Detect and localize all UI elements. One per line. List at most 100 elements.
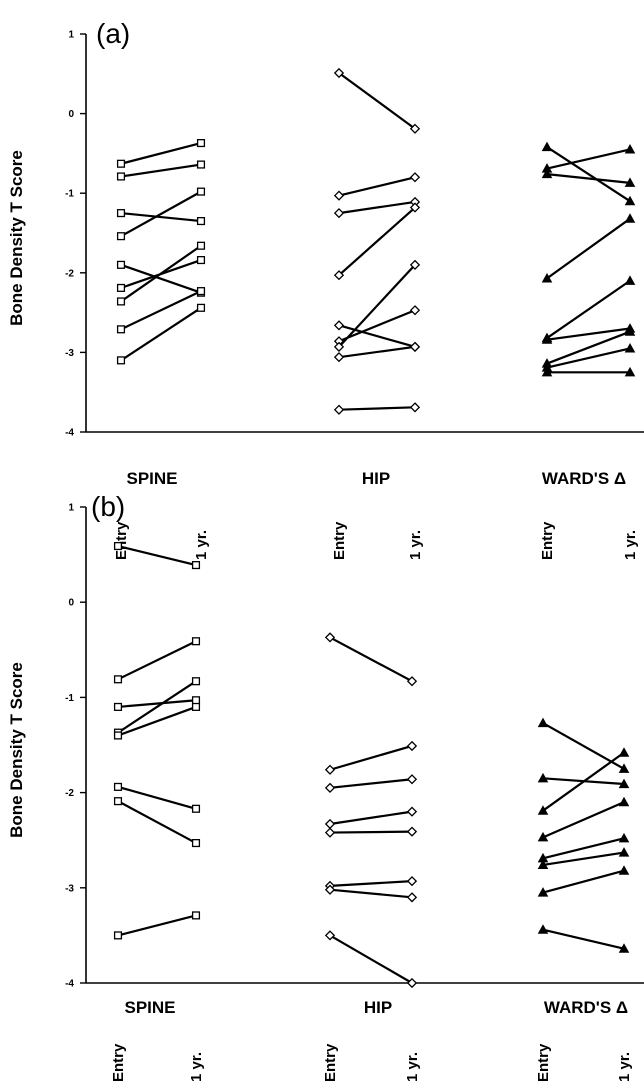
ward-s-1yr-label: 1 yr. <box>622 530 639 560</box>
spine-series-line <box>120 190 202 238</box>
ward-s-1yr-point <box>624 177 636 187</box>
y-tick-label: 0 <box>68 598 74 609</box>
spine-entry-point <box>116 325 126 334</box>
ward-s-series-line <box>542 851 625 867</box>
hip-entry-point <box>333 67 345 79</box>
ward-s-1yr-point <box>618 747 630 757</box>
hip-series-line <box>338 72 416 130</box>
hip-series-line <box>329 636 413 683</box>
spine-entry-label: Entry <box>110 1043 127 1082</box>
ward-s-entry-point <box>541 334 553 344</box>
hip-entry-label: Entry <box>331 521 348 560</box>
spine-series-line <box>117 544 197 567</box>
spine-1yr-point <box>191 839 201 848</box>
hip-series-line <box>338 176 416 197</box>
hip-series-line <box>338 324 416 348</box>
ward-s-1yr-point <box>624 195 636 206</box>
hip-1yr-point <box>406 774 418 785</box>
spine-entry-point <box>113 675 123 684</box>
spine-1yr-point <box>191 677 201 686</box>
spine-1yr-point <box>191 637 201 646</box>
ward-s-entry-point <box>537 924 549 934</box>
hip-1yr-point <box>406 676 418 687</box>
spine-entry-point <box>113 782 123 791</box>
spine-series-line <box>117 680 197 734</box>
ward-s-entry-point <box>537 805 549 815</box>
hip-1yr-label: 1 yr. <box>404 1052 421 1082</box>
ward-s-series-line <box>546 330 631 365</box>
hip-series-line <box>338 309 416 343</box>
spine-1yr-point <box>196 303 206 312</box>
ward-s-1yr-point <box>624 326 636 336</box>
ward-s-entry-point <box>537 831 549 842</box>
spine-1yr-point <box>196 217 206 226</box>
hip-series-line <box>338 345 416 359</box>
y-tick-label: 0 <box>68 109 74 120</box>
hip-series-line <box>338 206 416 277</box>
hip-1yr-point <box>409 202 421 213</box>
spine-series-line <box>120 163 202 178</box>
hip-series-line <box>338 406 416 411</box>
spine-1yr-point <box>191 911 201 920</box>
y-axis-title: Bone Density T Score <box>7 662 26 838</box>
spine-1yr-point <box>191 696 201 705</box>
hip-series-line <box>329 934 413 984</box>
spine-entry-point <box>116 159 126 168</box>
hip-series-line <box>329 810 413 826</box>
ward-s-series-line <box>546 148 631 170</box>
y-tick-label: 1 <box>68 30 74 41</box>
ward-s-series-line <box>546 146 631 203</box>
spine-1yr-point <box>196 187 206 196</box>
ward-s-entry-point <box>537 859 549 870</box>
ward-s-entry-label: Entry <box>535 1043 552 1082</box>
ward-s-entry-point <box>541 168 553 179</box>
spine-series-line <box>117 800 197 845</box>
spine-entry-point <box>116 172 126 181</box>
ward-s-series-line <box>546 347 631 369</box>
hip-entry-point <box>324 884 336 895</box>
spine-1yr-point <box>196 256 206 265</box>
hip-1yr-point <box>406 876 418 887</box>
spine-1yr-point <box>196 287 206 296</box>
spine-series-line <box>117 705 197 737</box>
spine-entry-label: Entry <box>113 521 130 560</box>
y-tick-label: -2 <box>65 268 74 279</box>
spine-1yr-point <box>191 804 201 813</box>
hip-series-line <box>338 200 416 215</box>
y-tick-label: -1 <box>65 693 74 704</box>
spine-entry-point <box>116 283 126 292</box>
spine-series-line <box>120 141 202 165</box>
ward-s-group-label: WARD'S Δ <box>542 469 626 488</box>
ward-s-series-line <box>546 173 631 184</box>
y-tick-label: 1 <box>68 503 74 514</box>
ward-s-series-line <box>546 217 631 280</box>
hip-1yr-point <box>409 341 421 352</box>
ward-s-group-label: WARD'S Δ <box>544 998 628 1017</box>
y-tick-label: -3 <box>65 883 74 894</box>
hip-series-line <box>338 264 416 348</box>
spine-series-line <box>117 785 197 810</box>
spine-entry-point <box>116 209 126 218</box>
spine-series-line <box>120 212 202 223</box>
ward-s-series-line <box>542 928 625 950</box>
ward-s-1yr-point <box>624 342 636 353</box>
y-tick-label: -4 <box>65 428 74 439</box>
spine-1yr-point <box>196 139 206 148</box>
hip-series-line <box>329 744 413 771</box>
hip-1yr-label: 1 yr. <box>407 530 424 560</box>
hip-series-line <box>329 880 413 887</box>
hip-entry-point <box>324 632 336 643</box>
spine-entry-point <box>113 731 123 740</box>
ward-s-series-line <box>542 801 625 839</box>
hip-1yr-point <box>406 977 418 989</box>
spine-series-line <box>117 914 197 937</box>
hip-entry-point <box>324 764 336 775</box>
spine-entry-point <box>113 797 123 806</box>
ward-s-1yr-point <box>624 366 636 377</box>
ward-s-entry-point <box>537 717 549 728</box>
panel-label: (b) <box>91 491 125 522</box>
spine-1yr-point <box>191 702 201 711</box>
spine-series-line <box>120 244 202 303</box>
spine-series-line <box>120 306 202 362</box>
y-tick-label: -3 <box>65 348 74 359</box>
